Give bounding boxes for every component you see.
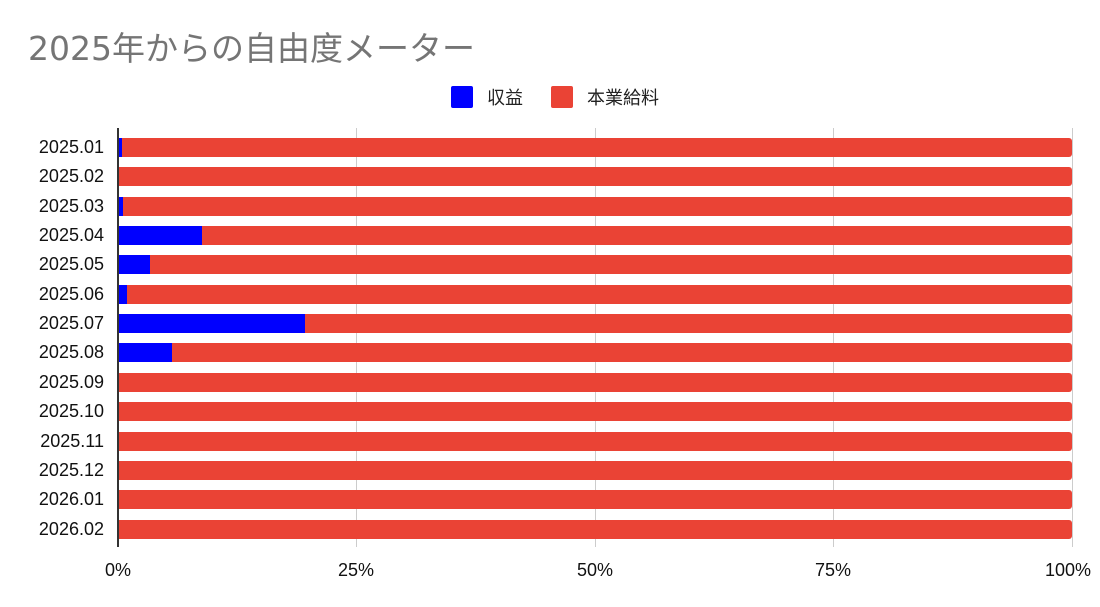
bar-segment-salary[interactable] [118,490,1072,510]
bar-row[interactable] [118,372,1072,392]
legend-item-revenue[interactable]: 収益 [451,84,523,110]
bar-segment-salary[interactable] [172,343,1072,363]
y-tick-label: 2025.11 [40,430,104,451]
bar-segment-salary[interactable] [126,284,1072,304]
bar-row[interactable] [118,138,1072,157]
gridline-50 [595,128,596,547]
bar-segment-revenue[interactable] [118,284,127,304]
x-tick-0: 0% [104,560,132,580]
bar-segment-revenue[interactable] [118,314,305,334]
bar-row[interactable] [118,519,1072,539]
bar-segment-revenue[interactable] [118,255,151,275]
bar-segment-salary[interactable] [118,519,1072,539]
legend-swatch-salary [551,86,573,108]
bar-segment-salary[interactable] [122,196,1072,216]
y-tick-label: 2025.09 [38,371,104,392]
legend-label-revenue: 収益 [487,88,523,109]
y-tick-label: 2025.03 [38,195,104,216]
y-tick-label: 2025.04 [38,225,104,246]
y-tick-label: 2025.06 [38,283,104,304]
legend-item-salary[interactable]: 本業給料 [551,84,659,110]
bar-segment-revenue[interactable] [118,196,123,216]
y-axis-line [117,128,119,547]
gridline-100 [1072,128,1073,547]
legend-swatch-revenue [451,86,473,108]
y-tick-label: 2026.02 [38,518,104,539]
x-tick-75: 75% [814,560,852,580]
legend-label-salary: 本業給料 [587,88,659,109]
x-tick-25: 25% [337,560,375,580]
bar-segment-revenue[interactable] [118,343,173,363]
bar-segment-revenue[interactable] [118,226,202,246]
bar-segment-salary[interactable] [118,460,1072,480]
bar-segment-salary[interactable] [304,314,1072,334]
bar-segment-salary[interactable] [201,226,1072,246]
bar-row[interactable] [118,431,1072,451]
y-tick-label: 2025.01 [38,137,104,157]
bar-row[interactable] [118,284,1072,304]
y-tick-label: 2025.12 [38,459,104,480]
bar-segment-salary[interactable] [121,138,1072,157]
bar-segment-revenue[interactable] [118,138,122,157]
y-tick-label: 2025.02 [38,166,104,187]
y-tick-label: 2025.08 [38,342,104,363]
plot-area [117,128,1073,547]
bar-segment-salary[interactable] [150,255,1072,275]
gridline-25 [356,128,357,547]
bar-row[interactable] [118,343,1072,363]
y-tick-label: 2025.05 [38,254,104,275]
bar-row[interactable] [118,255,1072,275]
legend: 収益 本業給料 [0,84,1100,110]
bar-segment-salary[interactable] [118,402,1072,422]
bar-row[interactable] [118,314,1072,334]
y-tick-label: 2026.01 [38,489,104,510]
x-tick-50: 50% [576,560,614,580]
y-tick-label: 2025.10 [38,401,104,422]
bar-segment-salary[interactable] [118,431,1072,451]
chart-title: 2025年からの自由度メーター [28,29,475,68]
bar-row[interactable] [118,226,1072,246]
bar-row[interactable] [118,490,1072,510]
bar-row[interactable] [118,402,1072,422]
bar-row[interactable] [118,196,1072,216]
bar-row[interactable] [118,460,1072,480]
bar-row[interactable] [118,167,1072,187]
bar-segment-salary[interactable] [118,372,1072,392]
y-tick-label: 2025.07 [38,313,104,334]
gridline-75 [833,128,834,547]
x-tick-100: 100% [1044,560,1092,580]
bar-segment-salary[interactable] [118,167,1072,187]
